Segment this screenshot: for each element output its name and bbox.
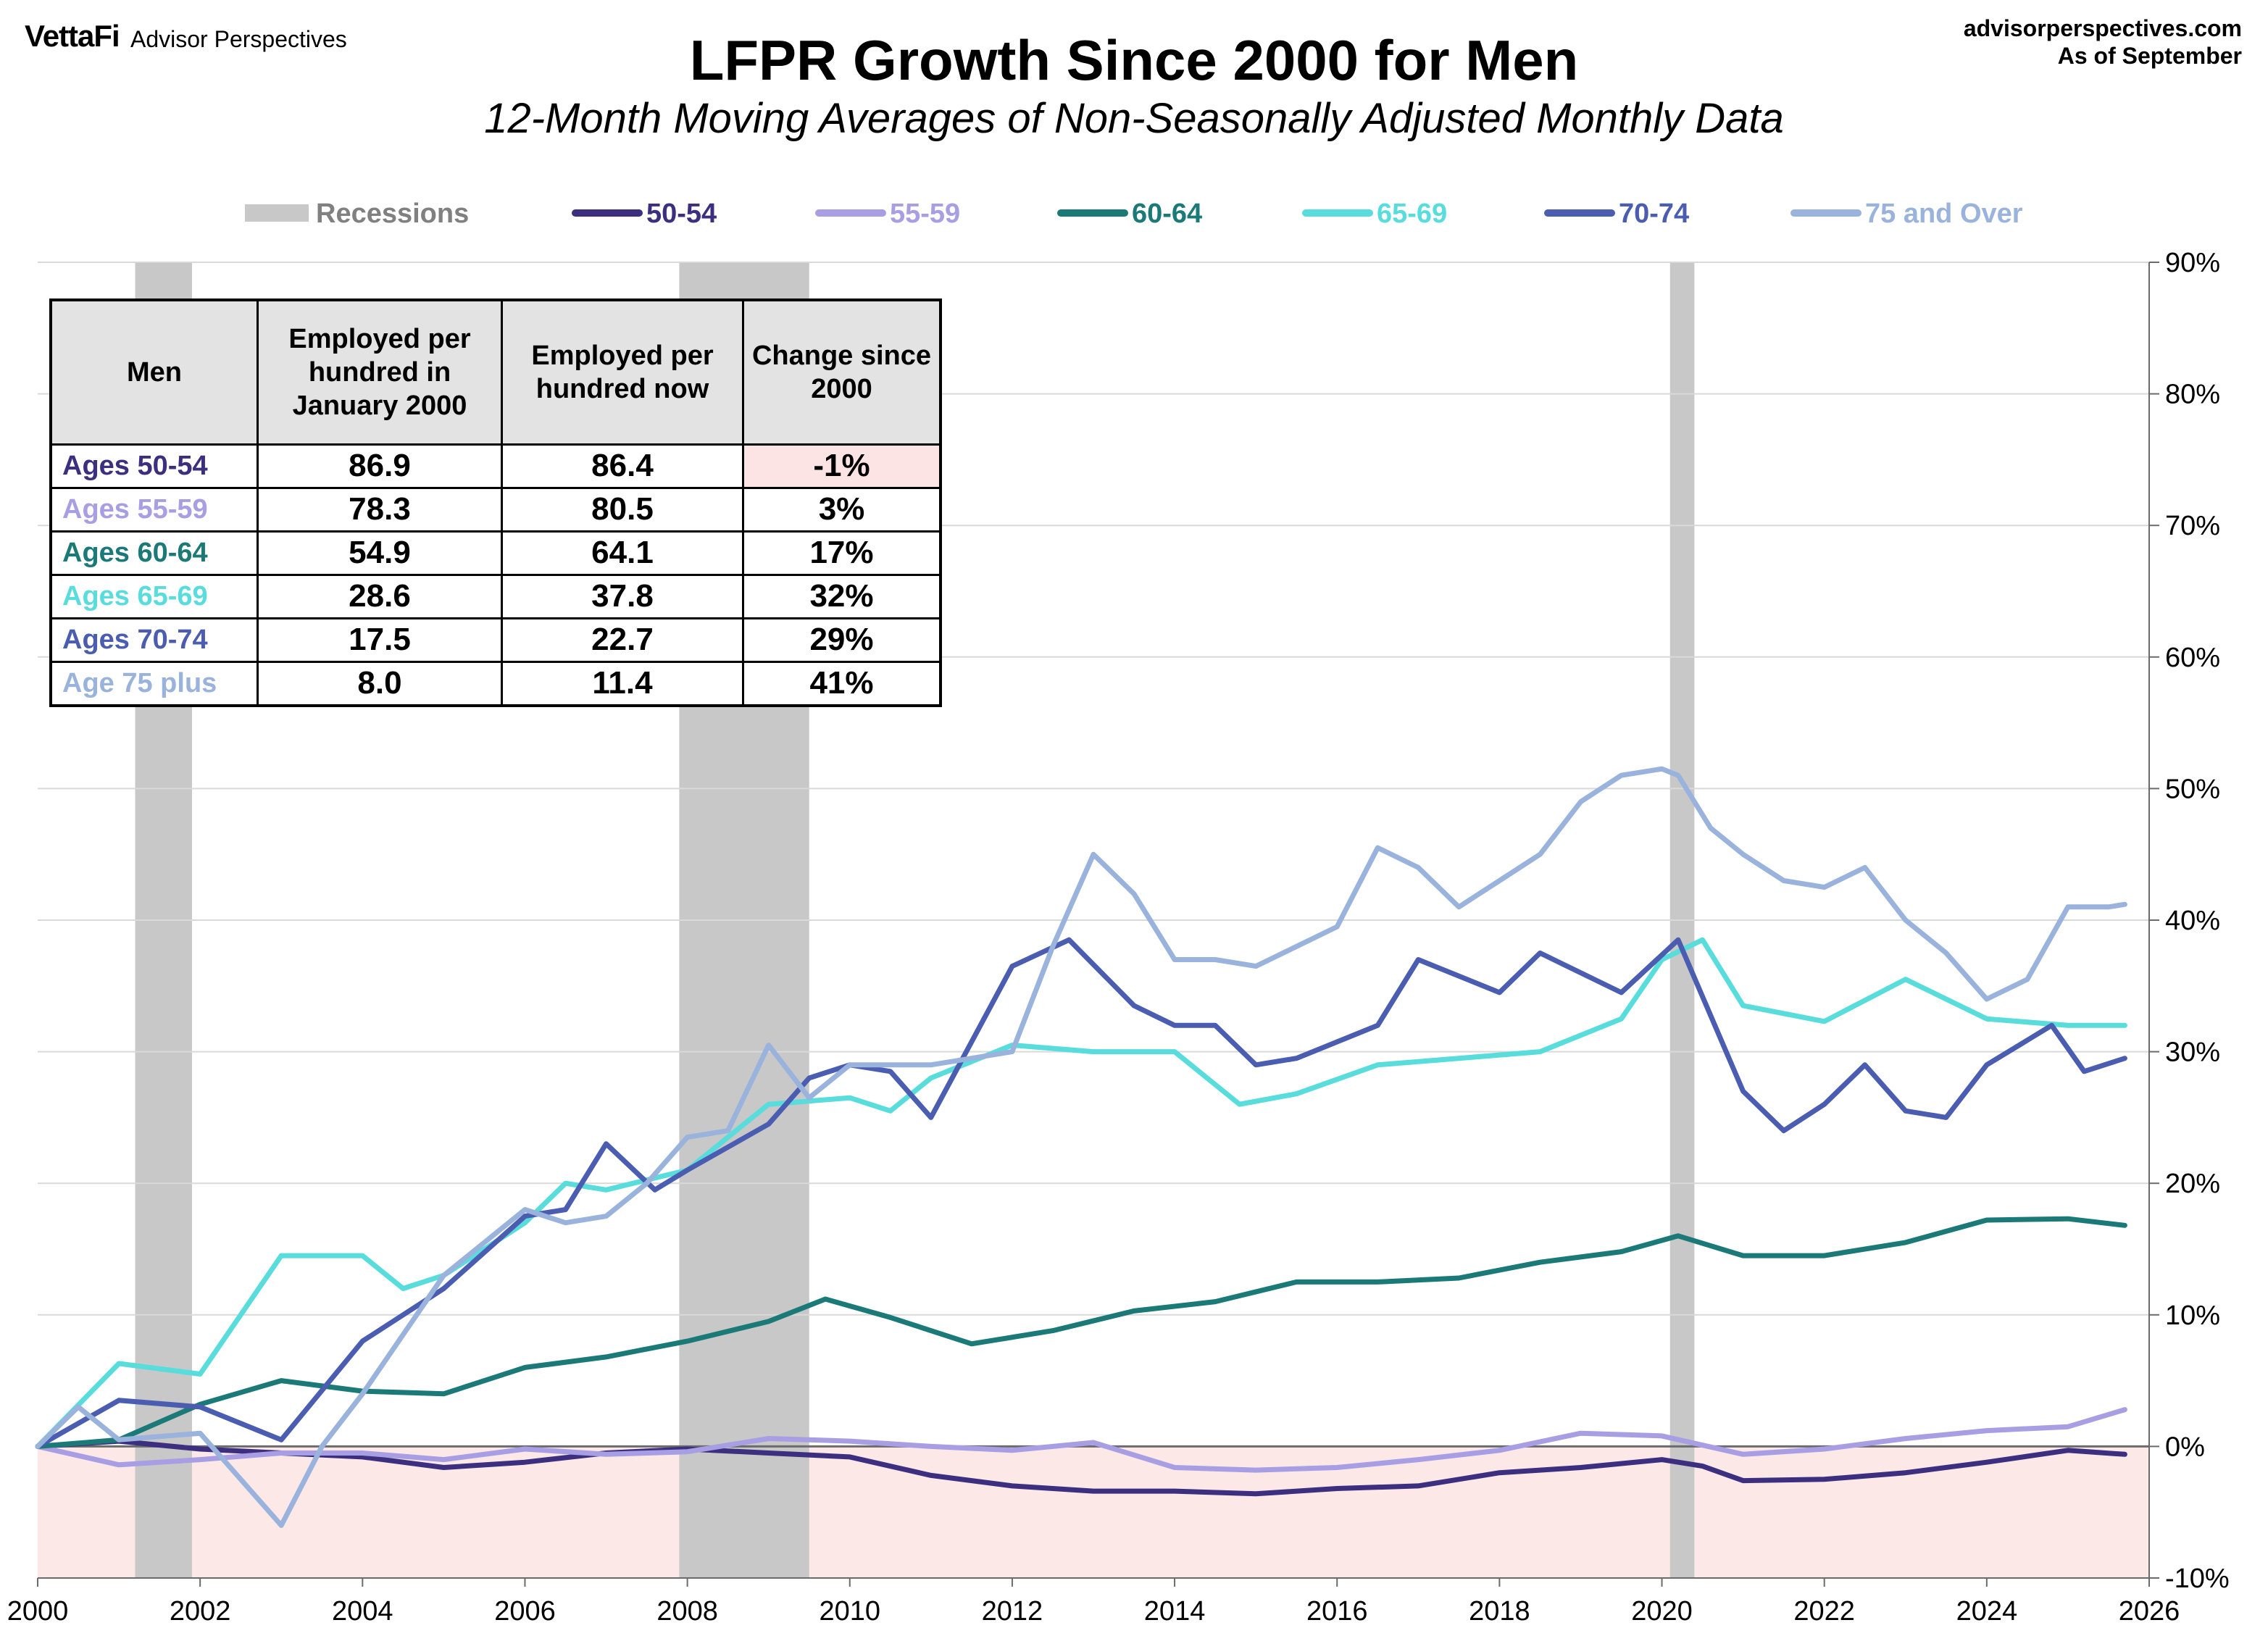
row-label: Ages 65-69 [49, 573, 259, 619]
row-change: 3% [742, 486, 942, 533]
brand-logo: VettaFi [25, 19, 120, 53]
y-axis-tick-labels: 90% 80% 70% 60% 50% 40% 30% 20% 10% 0% -10% [2165, 248, 2230, 1594]
x-tick-label: 2016 [1306, 1596, 1368, 1627]
series-line-70-74 [35, 937, 2127, 1449]
x-tick-label: 2026 [2119, 1596, 2180, 1627]
row-now: 37.8 [501, 573, 744, 619]
series-line-60-64 [35, 1216, 2127, 1449]
x-tick-label: 2006 [494, 1596, 556, 1627]
row-jan2000: 8.0 [257, 660, 503, 707]
row-label: Ages 55-59 [49, 486, 259, 533]
row-label: Ages 50-54 [49, 443, 259, 489]
x-axis-tick-labels: 2000 2002 2004 2006 2008 2010 2012 2014 2016 2018… [7, 1578, 2180, 1627]
row-now: 80.5 [501, 486, 744, 533]
x-tick-label: 2002 [170, 1596, 231, 1627]
series-line-75-and-over [35, 766, 2127, 1528]
legend-label-70-74: 70-74 [1619, 199, 1689, 229]
legend-label-75-and-over: 75 and Over [1865, 199, 2023, 229]
x-tick-label: 2000 [7, 1596, 69, 1627]
x-tick-label: 2020 [1631, 1596, 1693, 1627]
x-tick-label: 2022 [1793, 1596, 1855, 1627]
y-tick-label: 60% [2165, 643, 2220, 673]
row-change: 41% [742, 660, 942, 707]
row-now: 11.4 [501, 660, 744, 707]
table-row: Ages 60-64 54.9 64.1 17% [49, 530, 942, 576]
legend-label-50-54: 50-54 [646, 199, 717, 229]
y-tick-label: 40% [2165, 906, 2220, 936]
legend-label-65-69: 65-69 [1377, 199, 1447, 229]
as-of-date: As of September [2057, 43, 2242, 69]
x-tick-label: 2024 [1956, 1596, 2018, 1627]
x-tick-label: 2004 [332, 1596, 393, 1627]
row-jan2000: 17.5 [257, 617, 503, 663]
legend-label-recessions: Recessions [316, 199, 469, 229]
series-lines [35, 766, 2127, 1528]
y-tick-label: 10% [2165, 1301, 2220, 1331]
col-header-jan2000: Employed per hundred in January 2000 [257, 299, 503, 446]
col-header-men: Men [49, 299, 259, 446]
chart-subtitle: 12-Month Moving Averages of Non-Seasonal… [484, 95, 1784, 142]
brand-subtitle: Advisor Perspectives [130, 26, 347, 52]
chart-title: LFPR Growth Since 2000 for Men [689, 28, 1579, 92]
y-tick-label: 50% [2165, 774, 2220, 804]
series-line-50-54 [35, 1438, 2127, 1497]
row-label: Ages 60-64 [49, 530, 259, 576]
table-row: Ages 70-74 17.5 22.7 29% [49, 617, 942, 663]
site-url: advisorperspectives.com [1963, 15, 2242, 41]
series-line-55-59 [35, 1407, 2127, 1473]
series-line-65-69 [35, 937, 2127, 1449]
y-tick-label: 90% [2165, 248, 2220, 278]
row-change: 32% [742, 573, 942, 619]
legend: Recessions 50-54 55-59 60-64 65-69 70-74 75 an… [245, 199, 2023, 229]
x-tick-label: 2008 [656, 1596, 718, 1627]
y-tick-label: 70% [2165, 511, 2220, 541]
y-tick-label: -10% [2165, 1564, 2230, 1594]
y-tick-label: 30% [2165, 1038, 2220, 1068]
row-now: 64.1 [501, 530, 744, 576]
row-jan2000: 54.9 [257, 530, 503, 576]
y-tick-label: 20% [2165, 1169, 2220, 1199]
row-jan2000: 78.3 [257, 486, 503, 533]
row-change: 17% [742, 530, 942, 576]
row-jan2000: 86.9 [257, 443, 503, 489]
negative-zone [38, 1446, 2149, 1578]
table-header-row: Men Employed per hundred in January 2000… [49, 299, 942, 446]
table-row: Ages 55-59 78.3 80.5 3% [49, 486, 942, 533]
row-change: -1% [742, 443, 942, 489]
row-jan2000: 28.6 [257, 573, 503, 619]
y-tick-label: 0% [2165, 1432, 2205, 1462]
col-header-change: Change since 2000 [742, 299, 942, 446]
x-tick-label: 2010 [819, 1596, 880, 1627]
row-label: Ages 70-74 [49, 617, 259, 663]
legend-label-55-59: 55-59 [890, 199, 960, 229]
table-row: Ages 50-54 86.9 86.4 -1% [49, 443, 942, 489]
legend-label-60-64: 60-64 [1132, 199, 1202, 229]
row-now: 22.7 [501, 617, 744, 663]
x-tick-label: 2014 [1144, 1596, 1206, 1627]
x-tick-label: 2018 [1469, 1596, 1530, 1627]
table-row: Age 75 plus 8.0 11.4 41% [49, 660, 942, 707]
y-tick-label: 80% [2165, 380, 2220, 410]
site-info: advisorperspectives.com As of September [1964, 14, 2242, 70]
x-tick-label: 2012 [982, 1596, 1043, 1627]
stats-table: Men Employed per hundred in January 2000… [49, 299, 942, 707]
table-row: Ages 65-69 28.6 37.8 32% [49, 573, 942, 619]
row-label: Age 75 plus [49, 660, 259, 707]
row-now: 86.4 [501, 443, 744, 489]
col-header-now: Employed per hundred now [501, 299, 744, 446]
row-change: 29% [742, 617, 942, 663]
legend-swatch-recessions [245, 204, 309, 222]
